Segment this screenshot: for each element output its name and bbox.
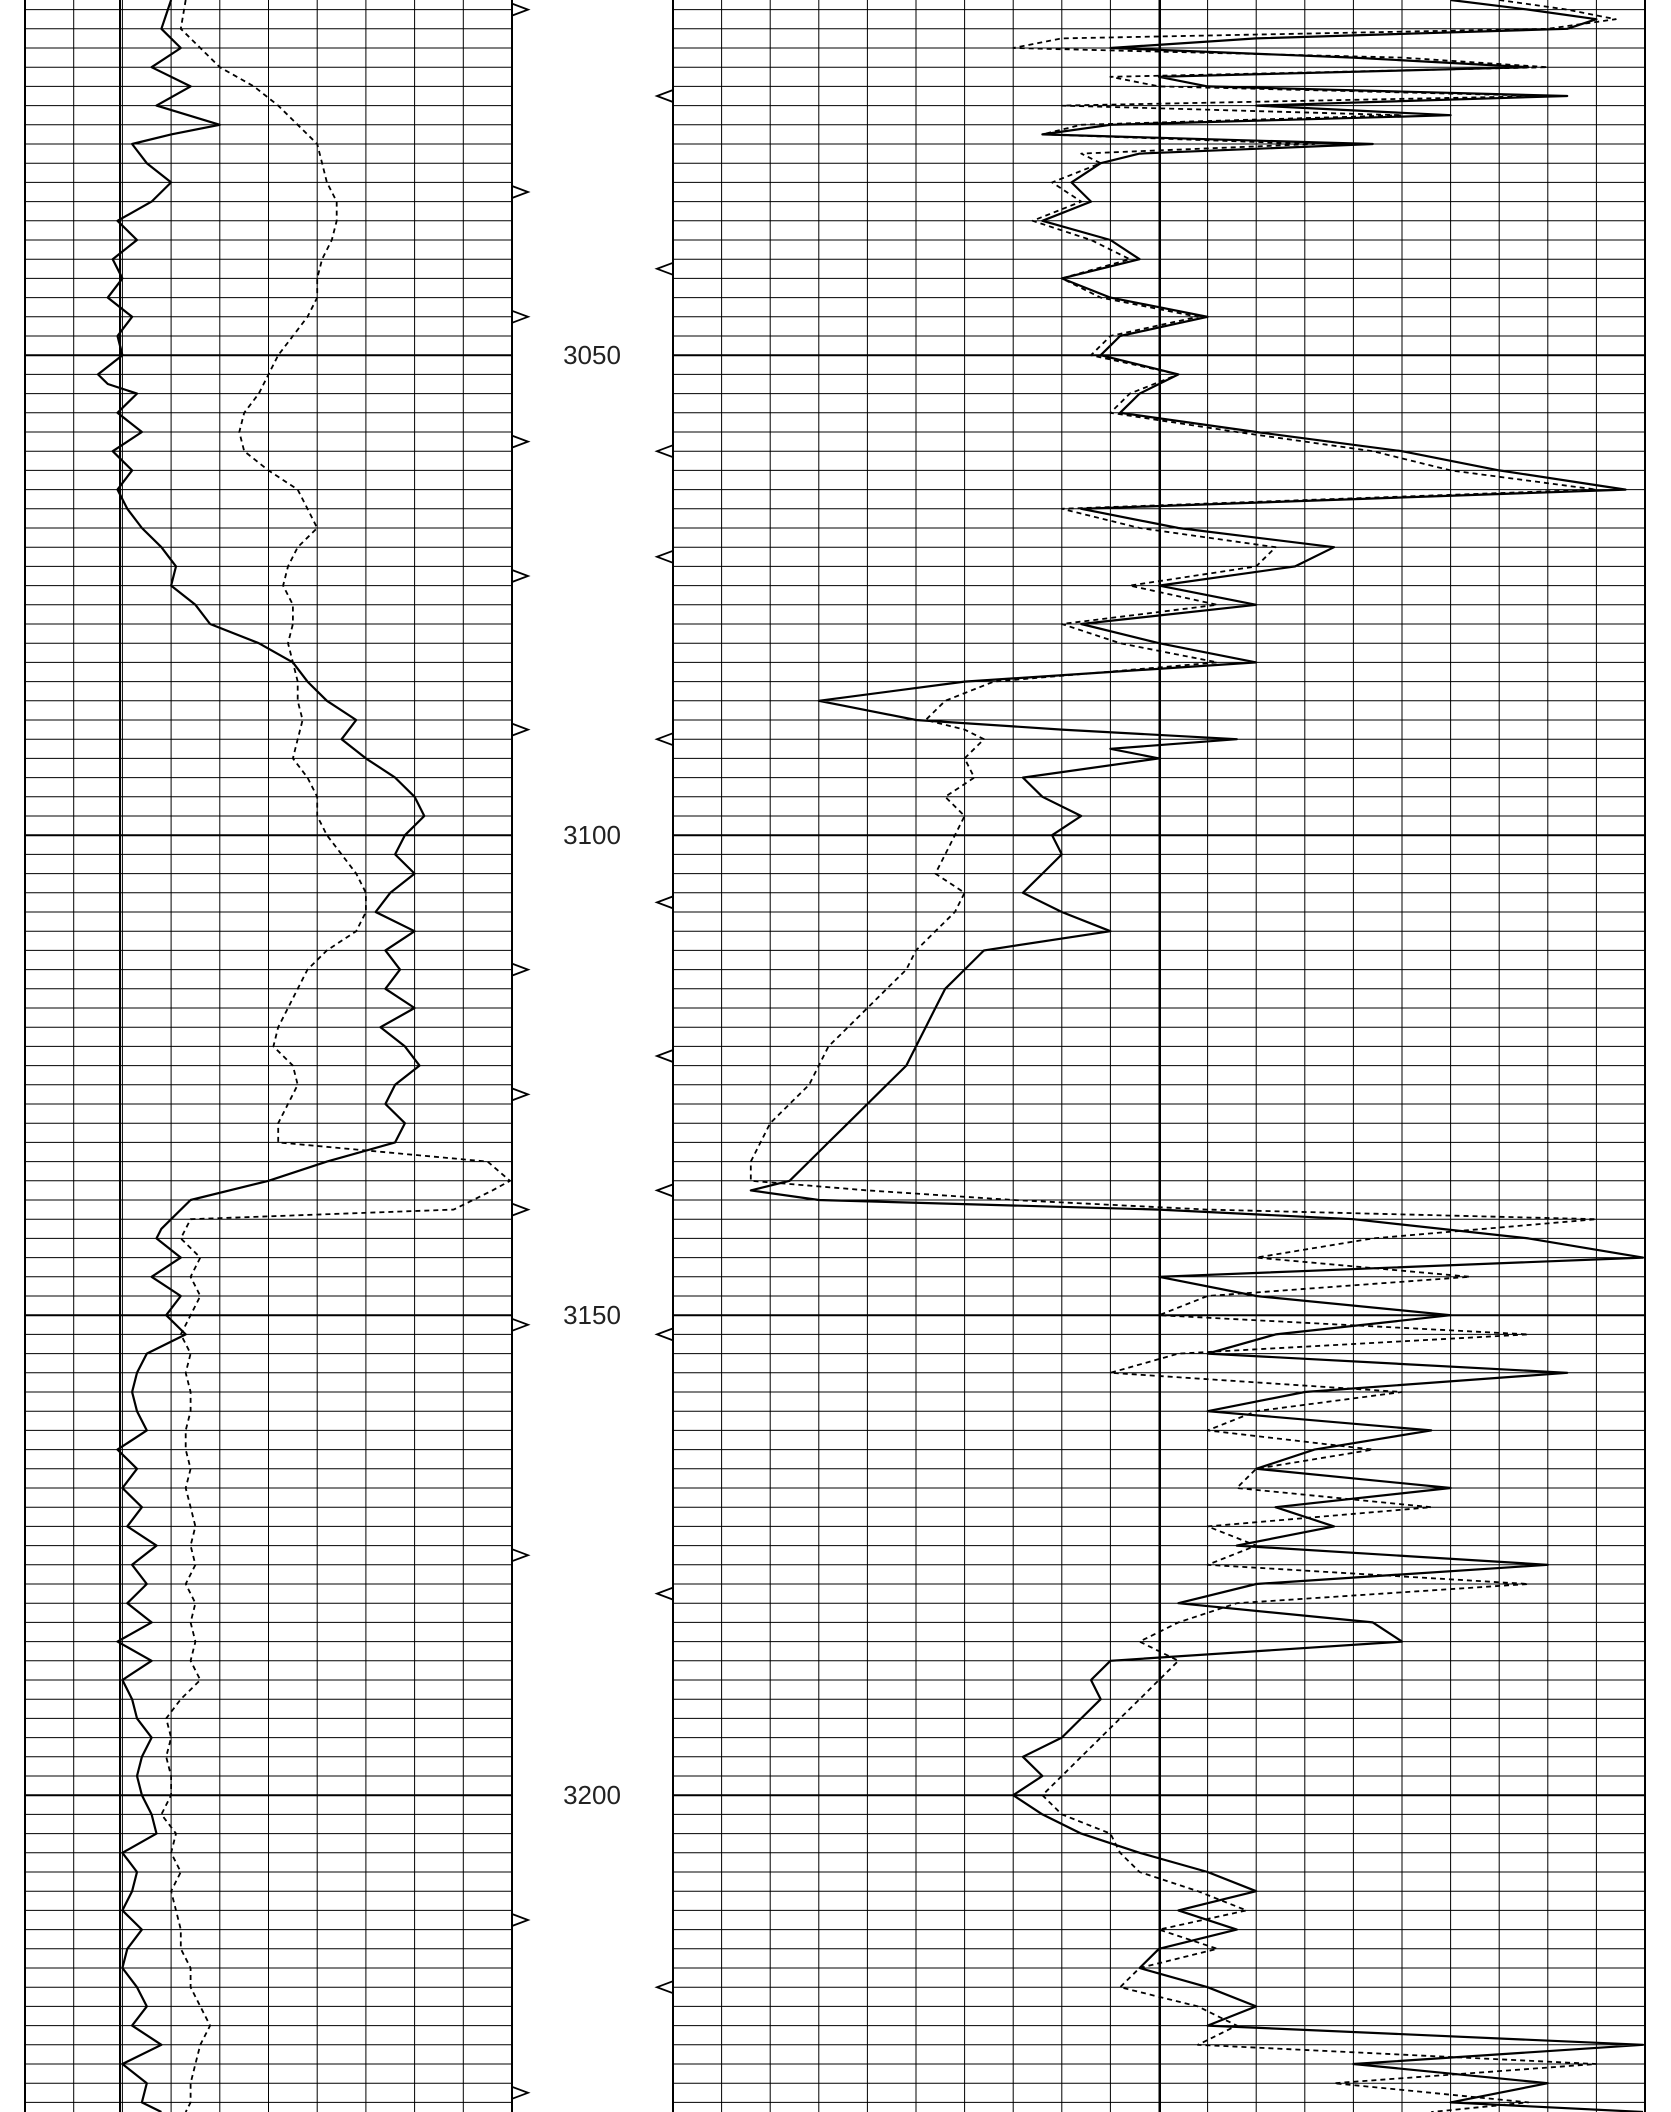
depth-marker-left-pointing	[654, 732, 674, 747]
depth-marker-right-pointing	[511, 1202, 531, 1217]
depth-marker-left-pointing	[654, 444, 674, 459]
right-track-grid	[672, 0, 1646, 2112]
depth-tick-label: 3100	[563, 820, 621, 850]
depth-tick-label: 3050	[563, 340, 621, 370]
right-track-dashed-curve	[749, 0, 1617, 2112]
left-track-solid-curve	[96, 0, 426, 2112]
depth-marker-right-pointing	[511, 2, 531, 17]
depth-tick-label: 3200	[563, 1780, 621, 1810]
depth-marker-right-pointing	[511, 1087, 531, 1102]
depth-labels: 3050 3100 3150 3200	[563, 340, 621, 1810]
depth-marker-left-pointing	[654, 895, 674, 910]
depth-marker-right-pointing	[511, 1317, 531, 1332]
depth-marker-right-pointing	[511, 962, 531, 977]
left-track-grid	[24, 0, 513, 2112]
depth-marker-left-pointing	[654, 1980, 674, 1995]
depth-marker-right-pointing	[511, 1913, 531, 1927]
depth-marker-left-pointing	[654, 549, 674, 564]
depth-marker-left-pointing	[654, 1049, 674, 1063]
depth-marker-left-pointing	[654, 1183, 674, 1198]
depth-marker-left-pointing	[654, 261, 674, 276]
depth-marker-right-pointing	[511, 1548, 531, 1563]
left-track-dashed-curve	[160, 0, 511, 2112]
depth-marker-right-pointing	[511, 434, 531, 449]
depth-markers	[511, 2, 674, 2100]
depth-marker-left-pointing	[654, 1586, 674, 1601]
depth-marker-right-pointing	[511, 309, 531, 324]
depth-marker-left-pointing	[654, 89, 674, 103]
depth-marker-right-pointing	[511, 569, 531, 583]
log-curves	[96, 0, 1645, 2112]
depth-tick-label: 3150	[563, 1300, 621, 1330]
depth-marker-right-pointing	[511, 2085, 531, 2100]
depth-marker-left-pointing	[654, 1327, 674, 1342]
depth-marker-right-pointing	[511, 722, 531, 737]
right-track-solid-curve	[749, 0, 1645, 2112]
depth-marker-right-pointing	[511, 185, 531, 199]
